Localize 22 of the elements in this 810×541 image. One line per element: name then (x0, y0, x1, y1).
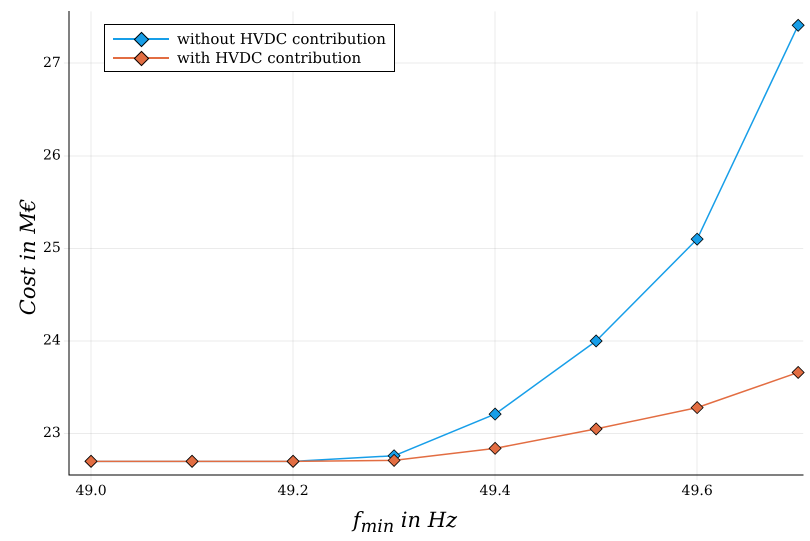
y-tick-label: 27 (42, 54, 61, 71)
x-tick-label: 49.6 (682, 483, 713, 500)
point (690, 232, 704, 246)
point (792, 366, 805, 379)
y-tick-label: 23 (42, 425, 61, 442)
point (590, 422, 603, 436)
point (590, 334, 603, 348)
legend-label: with HVDC contribution (177, 48, 362, 66)
point (488, 442, 502, 455)
y-tick-label: 24 (42, 332, 61, 349)
y-tick-label: 26 (42, 147, 61, 164)
x-axis-title: f$_{min}$ in Hz (350, 508, 458, 538)
point (792, 18, 805, 32)
y-tick-label: 25 (42, 240, 61, 256)
point (388, 454, 400, 467)
x-tick-label: 49.4 (480, 483, 511, 500)
x-tick-label: 49.0 (75, 483, 107, 500)
y-axis-title: Cost in M€ (16, 198, 40, 318)
point (488, 408, 502, 420)
legend-label: without HVDC contribution (177, 30, 386, 48)
x-tick-label: 49.2 (277, 483, 309, 500)
point (690, 401, 704, 414)
